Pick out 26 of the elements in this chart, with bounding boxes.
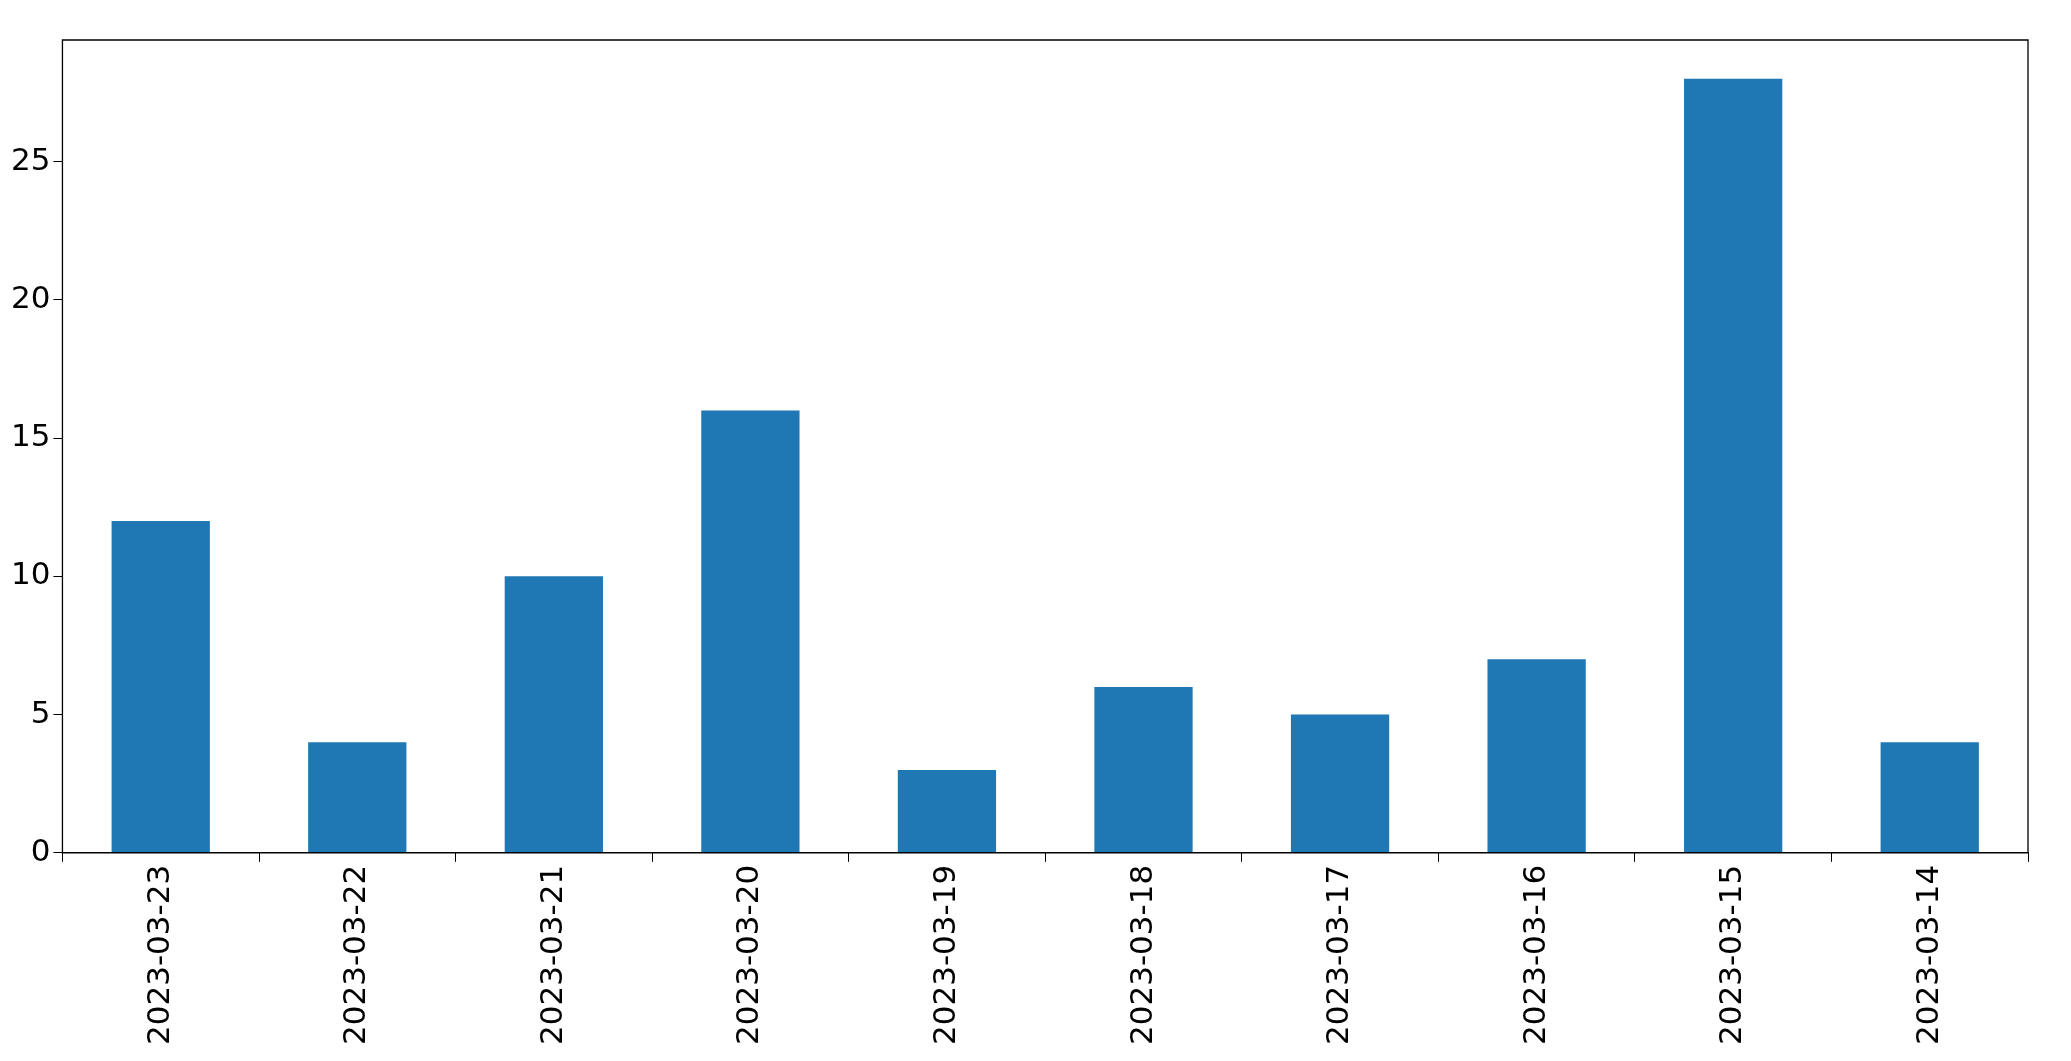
y-tick-label: 15 <box>10 417 51 454</box>
bar <box>897 769 997 853</box>
bar <box>1290 714 1390 853</box>
y-tick-label: 10 <box>10 555 51 592</box>
y-tick-label: 25 <box>10 140 51 177</box>
y-tick-label: 20 <box>10 278 51 315</box>
bar <box>1487 659 1586 853</box>
bar <box>701 410 800 853</box>
x-tick-label: 2023-03-19 <box>925 864 962 1046</box>
bar <box>1094 686 1193 853</box>
x-tick-label: 2023-03-22 <box>336 864 373 1046</box>
x-tick-label: 2023-03-21 <box>532 864 569 1046</box>
x-tick-label: 2023-03-20 <box>729 864 766 1046</box>
x-tick-label: 2023-03-15 <box>1712 864 1749 1046</box>
bar <box>504 576 603 853</box>
bar <box>1684 78 1783 853</box>
x-tick-label: 2023-03-14 <box>1908 864 1945 1046</box>
y-tick-label: 5 <box>30 693 51 730</box>
x-tick-label: 2023-03-23 <box>139 864 176 1046</box>
x-tick-label: 2023-03-17 <box>1319 864 1356 1046</box>
y-tick-label: 0 <box>30 831 51 868</box>
bar <box>111 521 210 853</box>
bar <box>1880 742 1979 853</box>
x-tick-label: 2023-03-18 <box>1122 864 1159 1046</box>
bar <box>308 742 407 853</box>
x-tick-label: 2023-03-16 <box>1515 864 1552 1046</box>
